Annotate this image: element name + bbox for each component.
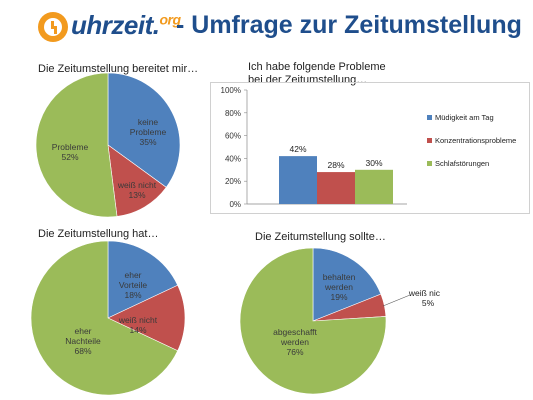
slice-label: eher Vorteile 18% [119,270,148,300]
pie-slice [107,144,167,217]
legend-swatch [427,115,432,120]
pie-slice [107,72,181,188]
pie-slice [107,284,186,352]
chart-3-title: Die Zeitumstellung hat… [38,228,159,240]
slice-label: weiß nicht 13% [117,180,157,200]
chart-2-title-line: bei der Zeitumstellung… [248,74,368,86]
chart-2-title-line: Ich habe folgende Probleme [248,61,386,73]
legend-label: Schlafstörungen [435,159,489,168]
slice-label: abgeschafft werden 76% [273,327,317,357]
logo-suffix: org [159,11,181,28]
slice-label: behalten werden 19% [323,272,356,302]
clock-icon [38,12,68,42]
y-tick-label: 0% [229,200,241,209]
slice-label: weiß nicht 14% [118,315,158,335]
slice-label: keine Probleme 35% [130,117,167,147]
legend-label: Konzentrationsprobleme [435,136,516,145]
bar-value-label: 28% [327,160,344,170]
bar-value-label: 30% [365,158,382,168]
chart-2-title: Ich habe folgende Probleme bei der Zeitum… [248,61,386,87]
chart-2-frame: 0% 20% 40% 60% 80% 100% 42% 28% 30% Müdigkeit am … [210,82,530,214]
pie-slice [107,240,179,319]
chart-1-title: Die Zeitumstellung bereitet mir… [38,63,199,75]
chart-3-pie: eher Vorteile 18% weiß nicht 14% eher Nachteil… [30,240,186,396]
legend-label: Müdigkeit am Tag [435,113,494,122]
bar [279,156,317,204]
pie-slice [240,247,387,395]
slice-label: Probleme 52% [52,142,89,162]
slice-label: eher Nachteile 68% [65,326,101,356]
pie-slice [35,72,118,218]
slice-label: weiß nicht5% [408,288,440,308]
legend-swatch [427,138,432,143]
y-tick-label: 40% [225,154,241,163]
logo-text: uhrzeit.org [71,10,181,40]
chart-1-pie: keine Probleme 35% weiß nicht 13% Probleme 52% [35,72,181,218]
y-tick-label: 80% [225,109,241,118]
y-tick-label: 60% [225,132,241,141]
bar-value-label: 42% [289,144,306,154]
chart-2-bar: 0% 20% 40% 60% 80% 100% 42% 28% 30% Müdigkeit am … [221,86,517,209]
site-logo: uhrzeit.org [38,9,198,49]
bar [355,169,393,204]
page-title: - Umfrage zur Zeitumstellung [176,11,522,39]
pie-slice [30,240,179,396]
pie-slice [312,247,382,322]
chart-4-title: Die Zeitumstellung sollte… [255,231,386,243]
y-tick-label: 100% [221,86,241,95]
y-tick-label: 20% [225,177,241,186]
bar [317,172,355,204]
leader-line [382,294,411,307]
legend-swatch [427,161,432,166]
